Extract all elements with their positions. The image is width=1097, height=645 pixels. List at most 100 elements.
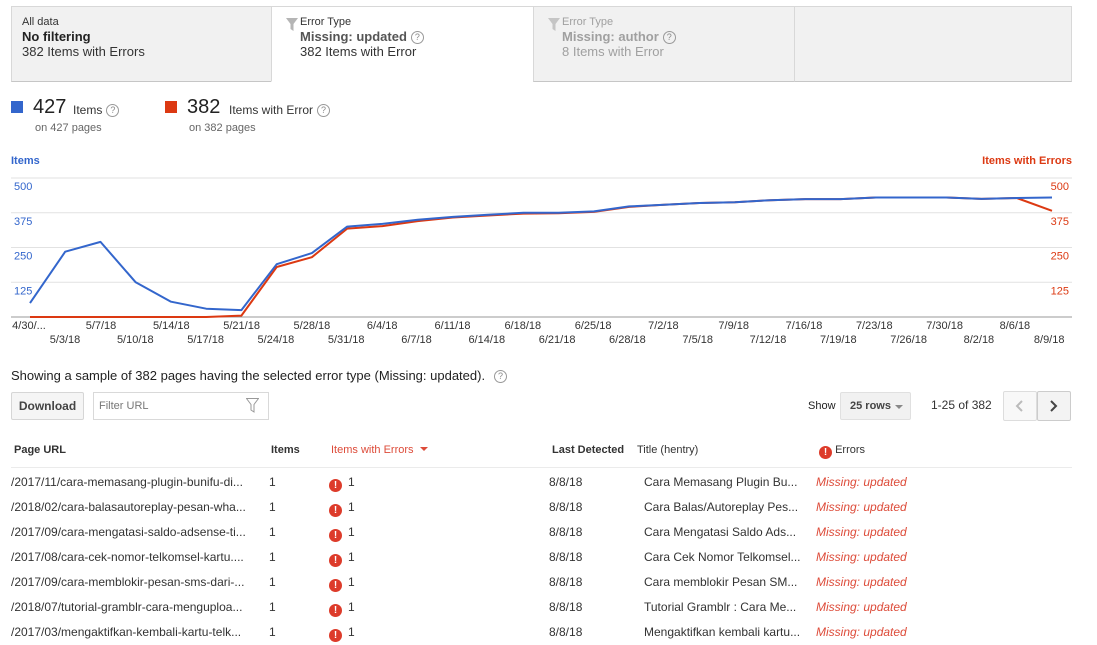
error-icon: ! [329, 579, 342, 592]
rows-per-page-select[interactable]: 25 rows [840, 392, 911, 420]
next-page-button[interactable] [1037, 391, 1071, 421]
error-type: Missing: updated [816, 550, 907, 564]
help-icon[interactable]: ? [317, 104, 331, 117]
left-axis-tick-label: 375 [14, 216, 32, 228]
x-axis-tick-label: 6/14/18 [468, 334, 505, 346]
items-with-errors-cell: ! 1 [329, 475, 355, 492]
items-with-errors-count: 1 [348, 550, 355, 564]
x-axis-tick-label: 6/7/18 [401, 334, 432, 346]
filter-tab-value: Missing: updated [300, 29, 407, 44]
filter-funnel-icon[interactable] [246, 398, 259, 413]
chevron-right-icon [1050, 400, 1058, 412]
sample-text-wrap: Showing a sample of 382 pages having the… [11, 368, 508, 383]
items-with-errors-count: 1 [348, 600, 355, 614]
page-title: Cara Memasang Plugin Bu... [644, 475, 798, 489]
pagination-range: 1-25 of 382 [931, 398, 992, 412]
help-icon[interactable]: ? [494, 370, 508, 383]
last-detected-date: 8/8/18 [549, 600, 583, 614]
error-type: Missing: updated [816, 600, 907, 614]
filter-tab-missing-updated[interactable]: Error Type Missing: updated? 382 Items w… [271, 6, 534, 82]
x-axis-tick-label: 6/18/18 [504, 320, 541, 332]
last-detected-date: 8/8/18 [549, 500, 583, 514]
filter-tab-value-wrap: Missing: updated? [300, 29, 523, 44]
items-count: 1 [269, 525, 276, 539]
table-row[interactable]: /2017/09/cara-mengatasi-saldo-adsense-ti… [11, 520, 1072, 545]
page-url-link[interactable]: /2018/02/cara-balasautoreplay-pesan-wha.… [11, 500, 246, 514]
column-header-title[interactable]: Title (hentry) [637, 444, 699, 456]
table-row[interactable]: /2017/08/cara-cek-nomor-telkomsel-kartu.… [11, 545, 1072, 570]
right-axis-title: Items with Errors [982, 155, 1072, 167]
page-title: Tutorial Gramblr : Cara Me... [644, 600, 797, 614]
page-url-link[interactable]: /2017/09/cara-mengatasi-saldo-adsense-ti… [11, 525, 246, 539]
items-count: 1 [269, 550, 276, 564]
filter-url-box [93, 392, 269, 420]
sort-descending-icon [419, 447, 428, 451]
table-row[interactable]: /2017/03/mengaktifkan-kembali-kartu-telk… [11, 620, 1072, 645]
filter-tab-count: 382 Items with Errors [22, 44, 145, 59]
page-url-link[interactable]: /2017/11/cara-memasang-plugin-bunifu-di.… [11, 475, 243, 489]
filter-url-input[interactable] [97, 394, 245, 418]
x-axis-tick-label: 8/9/18 [1034, 334, 1065, 346]
series-line-items [29, 196, 1053, 312]
chevron-left-icon [1015, 400, 1023, 412]
table-row[interactable]: /2018/02/cara-balasautoreplay-pesan-wha.… [11, 495, 1072, 520]
rows-per-page-value: 25 rows [850, 400, 891, 412]
page-url-link[interactable]: /2017/08/cara-cek-nomor-telkomsel-kartu.… [11, 550, 244, 564]
x-axis-tick-label: 4/30/... [12, 320, 46, 332]
filter-funnel-icon [548, 18, 560, 31]
filter-tab-missing-author[interactable]: Error Type Missing: author? 8 Items with… [533, 6, 795, 82]
filter-tab-count: 382 Items with Error [300, 44, 417, 59]
metric-errors-value: 382 [187, 96, 221, 118]
previous-page-button[interactable] [1003, 391, 1037, 421]
error-icon: ! [329, 629, 342, 642]
filter-tab-all-data[interactable]: All data No filtering 382 Items with Err… [11, 6, 272, 82]
column-header-errors: Errors [835, 444, 866, 456]
x-axis-tick-label: 5/7/18 [86, 320, 117, 332]
metric-errors-label: Items with Error [229, 103, 314, 117]
page-url-link[interactable]: /2017/09/cara-memblokir-pesan-sms-dari-.… [11, 575, 245, 589]
x-axis-tick-label: 7/30/18 [926, 320, 963, 332]
table-row[interactable]: /2018/07/tutorial-gramblr-cara-menguploa… [11, 595, 1072, 620]
x-axis-tick-label: 8/2/18 [964, 334, 995, 346]
filter-funnel-icon [286, 18, 298, 31]
items-with-errors-cell: ! 1 [329, 625, 355, 642]
page-url-link[interactable]: /2017/03/mengaktifkan-kembali-kartu-telk… [11, 625, 242, 639]
right-axis-tick-label: 375 [1051, 216, 1069, 228]
x-axis-tick-label: 6/21/18 [539, 334, 576, 346]
error-icon: ! [329, 529, 342, 542]
x-axis-tick-label: 6/25/18 [575, 320, 612, 332]
column-header-errors-wrap[interactable]: ! Errors [819, 444, 865, 459]
filter-tab-value-wrap: Missing: author? [562, 29, 784, 44]
help-icon[interactable]: ? [410, 31, 424, 44]
metric-items-label: Items [73, 103, 103, 117]
download-button[interactable]: Download [11, 392, 84, 420]
items-count: 1 [269, 600, 276, 614]
page-title: Cara Balas/Autoreplay Pes... [644, 500, 799, 514]
column-header-items-with-errors-wrap[interactable]: Items with Errors [331, 444, 428, 456]
x-axis-tick-label: 7/9/18 [718, 320, 749, 332]
column-header-last-detected[interactable]: Last Detected [552, 444, 625, 456]
error-type: Missing: updated [816, 525, 907, 539]
help-icon[interactable]: ? [106, 104, 120, 117]
last-detected-date: 8/8/18 [549, 475, 583, 489]
column-header-page-url[interactable]: Page URL [14, 444, 66, 456]
x-axis-tick-label: 5/21/18 [223, 320, 260, 332]
items-count: 1 [269, 625, 276, 639]
page-url-link[interactable]: /2018/07/tutorial-gramblr-cara-menguploa… [11, 600, 243, 614]
filter-tab-count: 8 Items with Error [562, 44, 664, 59]
error-type-filter-tabs: All data No filtering 382 Items with Err… [11, 6, 1072, 82]
table-row[interactable]: /2017/09/cara-memblokir-pesan-sms-dari-.… [11, 570, 1072, 595]
items-with-errors-count: 1 [348, 525, 355, 539]
last-detected-date: 8/8/18 [549, 575, 583, 589]
x-axis-tick-label: 5/24/18 [258, 334, 295, 346]
items-with-errors-count: 1 [348, 575, 355, 589]
right-axis-tick-label: 250 [1051, 251, 1069, 263]
help-icon[interactable]: ? [662, 31, 676, 44]
column-header-items[interactable]: Items [271, 444, 300, 456]
items-count: 1 [269, 475, 276, 489]
metric-items-sub: on 427 pages [35, 122, 102, 134]
table-row[interactable]: /2017/11/cara-memasang-plugin-bunifu-di.… [11, 470, 1072, 495]
error-icon: ! [329, 479, 342, 492]
items-with-errors-cell: ! 1 [329, 525, 355, 542]
